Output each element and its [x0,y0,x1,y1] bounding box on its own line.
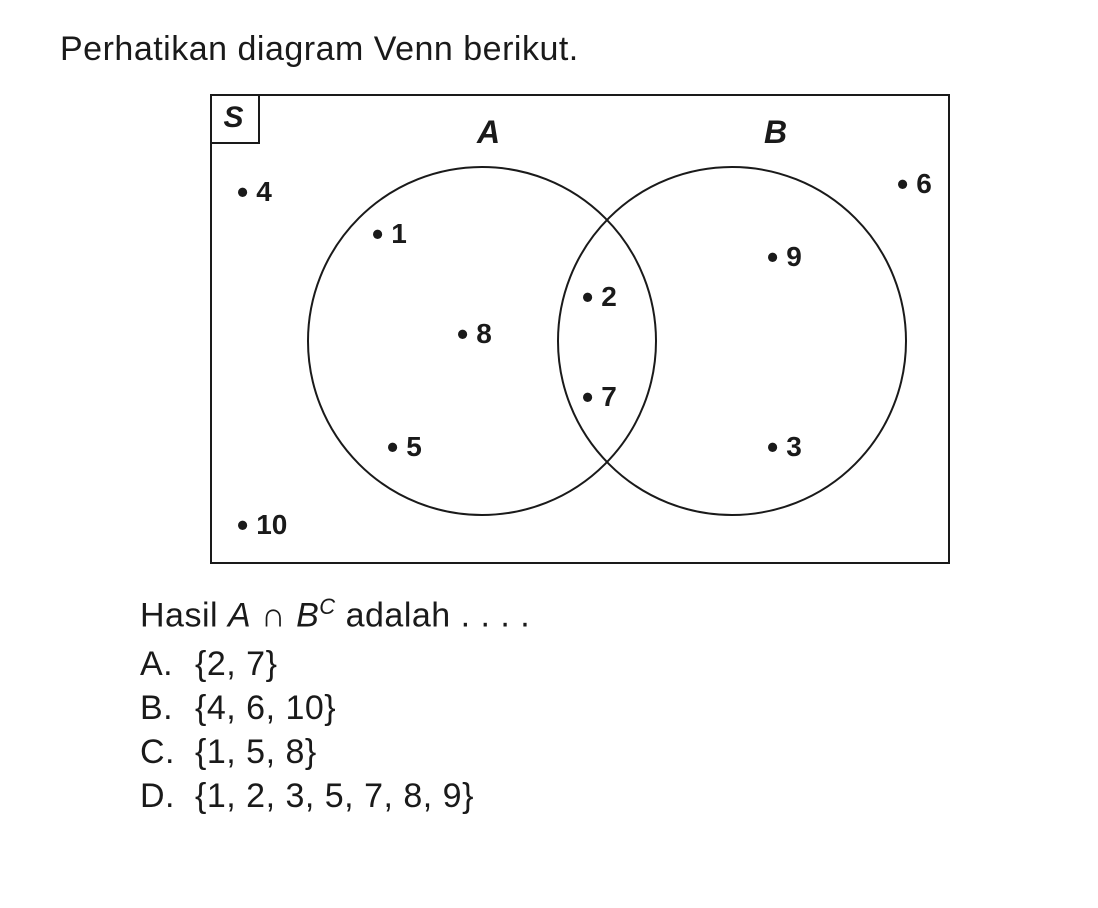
venn-point: 7 [582,381,617,413]
venn-point: 1 [372,218,407,250]
expr-sup: C [319,594,335,619]
venn-point: 4 [237,176,272,208]
universal-set-label: S [210,94,260,144]
option-d: D. {1, 2, 3, 5, 7, 8, 9} [140,777,1038,816]
option-b: B. {4, 6, 10} [140,689,1038,728]
option-a: A. {2, 7} [140,645,1038,684]
option-c: C. {1, 5, 8} [140,733,1038,772]
venn-point: 3 [767,431,802,463]
expr-op: ∩ [261,596,286,634]
option-letter: A. [140,645,195,684]
option-value: {1, 5, 8} [195,733,317,772]
set-b-label: B [764,114,787,151]
venn-point: 5 [387,431,422,463]
option-letter: B. [140,689,195,728]
page-title: Perhatikan diagram Venn berikut. [60,30,1038,69]
question-prefix: Hasil [140,596,228,634]
option-letter: D. [140,777,195,816]
venn-diagram: S A B 4 6 10 1 8 5 2 7 9 3 [210,94,950,564]
venn-point: 8 [457,318,492,350]
circle-b [557,166,907,516]
question-text: Hasil A ∩ BC adalah . . . . [140,594,1038,635]
venn-point: 6 [897,168,932,200]
option-value: {2, 7} [195,645,277,684]
expr-b: B [296,596,319,634]
venn-point: 2 [582,281,617,313]
options-list: A. {2, 7} B. {4, 6, 10} C. {1, 5, 8} D. … [140,645,1038,816]
option-value: {4, 6, 10} [195,689,336,728]
option-letter: C. [140,733,195,772]
option-value: {1, 2, 3, 5, 7, 8, 9} [195,777,474,816]
question-suffix: adalah . . . . [336,596,531,634]
set-a-label: A [477,114,500,151]
venn-point: 9 [767,241,802,273]
venn-point: 10 [237,509,287,541]
expr-a: A [228,596,251,634]
